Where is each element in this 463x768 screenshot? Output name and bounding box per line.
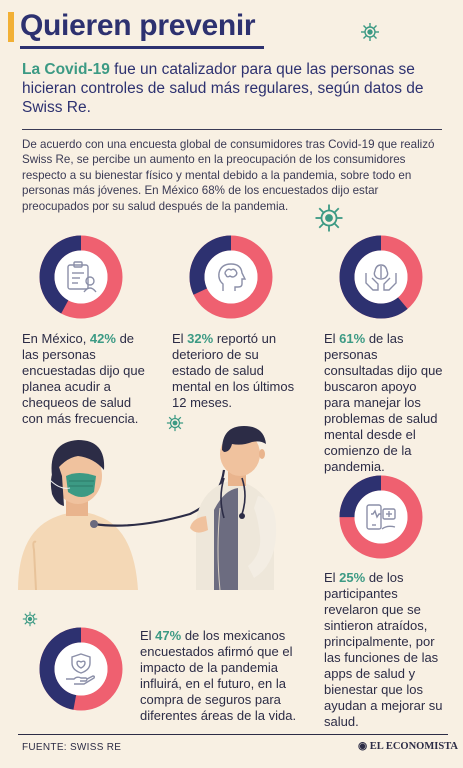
stat-percent: 47% xyxy=(155,628,182,643)
patient-figure xyxy=(18,440,138,590)
stat-61-text: El 61% de las personas consultadas dijo … xyxy=(324,331,443,474)
stat-25-text: El 25% de los participantes revelaron qu… xyxy=(324,570,443,729)
virus-icon xyxy=(22,611,38,627)
head-mind-icon xyxy=(218,263,247,291)
stat-42-text: En México, 42% de las personas encuestad… xyxy=(22,331,145,426)
virus-icon xyxy=(166,414,184,432)
doctor-figure xyxy=(190,426,277,590)
title-underline xyxy=(20,46,264,49)
stat-percent: 61% xyxy=(339,331,366,346)
lead-paragraph: La Covid-19 fue un catalizador para que … xyxy=(22,60,442,117)
stat-percent: 25% xyxy=(339,570,366,585)
brain-hands-icon xyxy=(365,264,397,291)
medical-checkup-icon xyxy=(67,261,97,293)
lead-highlight: La Covid-19 xyxy=(22,61,110,78)
donut-value-segment xyxy=(189,235,273,319)
intro-paragraph: De acuerdo con una encuesta global de co… xyxy=(22,138,435,213)
stat-47-text: El 47% de los mexicanos encuestados afir… xyxy=(140,628,297,723)
health-app-icon xyxy=(366,504,396,530)
stat-32-text: El 32% reportó un deterioro de su estado… xyxy=(172,331,295,410)
lead-text: fue un catalizador para que las personas… xyxy=(22,61,424,116)
doctor-patient-illustration xyxy=(18,426,277,590)
stat-percent: 42% xyxy=(89,331,116,346)
donut-value-segment xyxy=(339,235,423,319)
virus-icon xyxy=(361,23,379,41)
stat-percent: 32% xyxy=(187,331,214,346)
insurance-hand-icon xyxy=(66,653,96,685)
title-accent-bar xyxy=(8,12,14,42)
donut-chart-47 xyxy=(39,627,123,711)
brand-logo: ◉ EL ECONOMISTA xyxy=(358,741,458,752)
page-title: Quieren prevenir xyxy=(20,9,256,42)
logo-mark-icon: ◉ xyxy=(358,741,370,752)
donut-value-segment xyxy=(39,627,123,711)
divider xyxy=(22,129,442,130)
donut-chart-61 xyxy=(339,235,423,319)
virus-icon xyxy=(315,204,343,232)
source-credit: FUENTE: SWISS RE xyxy=(22,742,122,753)
donut-value-segment xyxy=(39,235,123,319)
donut-value-segment xyxy=(339,475,423,559)
footer-divider xyxy=(18,734,448,735)
donut-center xyxy=(54,642,108,696)
